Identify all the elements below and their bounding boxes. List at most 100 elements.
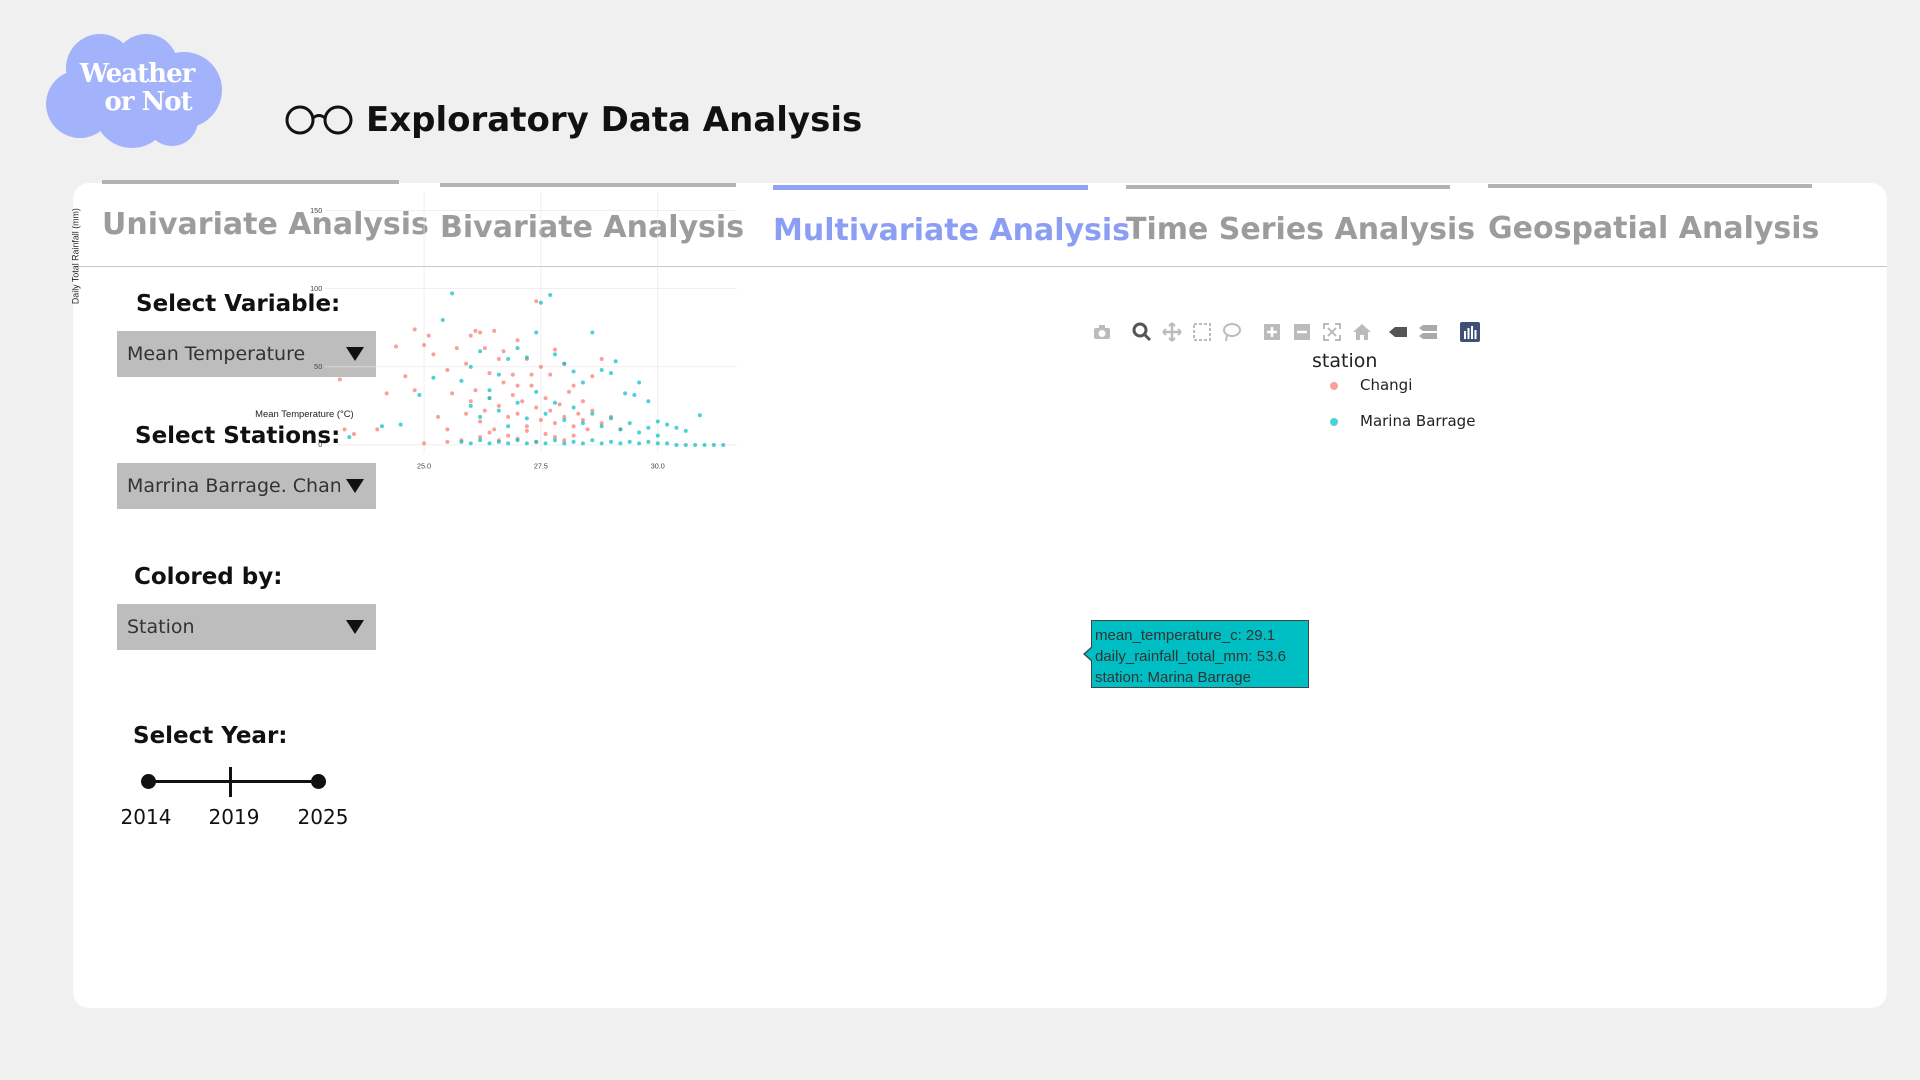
tab-geospatial-analysis[interactable]: Geospatial Analysis (1488, 184, 1819, 246)
scatter-point (590, 330, 595, 335)
scatter-point (487, 396, 492, 401)
caret-down-icon (346, 620, 364, 634)
scatter-point (580, 380, 585, 385)
scatter-point (468, 399, 473, 404)
hover-compare-icon[interactable] (1418, 322, 1438, 342)
scatter-point (590, 374, 595, 379)
tooltip-line: daily_rainfall_total_mm: 53.6 (1095, 648, 1286, 665)
x-axis-title: Mean Temperature (°C) (255, 409, 354, 420)
scatter-point (623, 391, 628, 396)
scatter-point (562, 361, 567, 366)
scatter-point (375, 427, 380, 432)
scatter-point (515, 383, 520, 388)
scatter-point (548, 292, 553, 297)
pan-icon[interactable] (1162, 322, 1182, 342)
scatter-point (534, 405, 539, 410)
tab-label: Multivariate Analysis (773, 213, 1131, 248)
scatter-point (473, 328, 478, 333)
scatter-point (524, 428, 529, 433)
scatter-point (450, 291, 455, 296)
zoom-out-icon[interactable] (1292, 322, 1312, 342)
legend-item-changi[interactable]: Changi (1330, 376, 1412, 394)
select-variable-label: Select Variable: (136, 291, 341, 317)
scatter-point (683, 442, 688, 447)
tab-bivariate-analysis[interactable]: Bivariate Analysis (440, 183, 744, 245)
tab-univariate-analysis[interactable]: Univariate Analysis (102, 180, 429, 242)
scatter-point (431, 352, 436, 357)
autoscale-icon[interactable] (1322, 322, 1342, 342)
scatter-point (534, 389, 539, 394)
scatter-point (426, 333, 431, 338)
scatter-plot[interactable]: 25.0 27.5 30.0 0 50 100 150 Mean Temperature (… (0, 0, 1100, 600)
scatter-point (543, 432, 548, 437)
cloud-icon (46, 34, 222, 148)
scatter-point (566, 389, 571, 394)
scatter-point (571, 433, 576, 438)
scatter-point (576, 411, 581, 416)
year-range-slider[interactable]: 2014 2019 2025 (121, 767, 348, 837)
scatter-point (515, 346, 520, 351)
scatter-point (384, 391, 389, 396)
scatter-point (515, 338, 520, 343)
hover-tooltip: mean_temperature_c: 29.1 daily_rainfall_… (1083, 620, 1309, 688)
scatter-point (665, 441, 670, 446)
scatter-point (562, 417, 567, 422)
select-stations-dropdown[interactable]: Marrina Barrage. Changi (117, 463, 376, 509)
scatter-point (543, 441, 548, 446)
scatter-point (627, 421, 632, 426)
scatter-point (562, 414, 567, 419)
x-tick-label: 25.0 (417, 461, 431, 470)
scatter-point (468, 333, 473, 338)
tab-indicator (440, 183, 736, 187)
plotly-logo-icon[interactable] (1460, 322, 1480, 342)
scatter-point (398, 422, 403, 427)
scatter-point (501, 349, 506, 354)
tab-indicator (1488, 184, 1812, 188)
scatter-point (454, 346, 459, 351)
legend-marker (1330, 418, 1338, 426)
scatter-point (478, 414, 483, 419)
select-variable-value: Mean Temperature (127, 343, 306, 365)
slider-start-handle[interactable] (141, 774, 156, 789)
slider-min-label: 2014 (120, 805, 172, 829)
scatter-point (599, 357, 604, 362)
reset-axes-icon[interactable] (1352, 322, 1372, 342)
scatter-point (599, 421, 604, 426)
scatter-point (496, 408, 501, 413)
slider-end-handle[interactable] (311, 774, 326, 789)
scatter-point (351, 432, 356, 437)
scatter-point (590, 411, 595, 416)
tab-bar: Univariate Analysis Bivariate Analysis M… (73, 180, 1887, 267)
select-stations-label: Select Stations: (135, 423, 341, 449)
box-select-icon[interactable] (1192, 322, 1212, 342)
scatter-point (468, 441, 473, 446)
scatter-point (445, 367, 450, 372)
zoom-icon[interactable] (1132, 322, 1152, 342)
scatter-point (674, 425, 679, 430)
y-tick-label: 150 (310, 206, 322, 215)
tab-time-series-analysis[interactable]: Time Series Analysis (1126, 185, 1475, 247)
legend-item-marina-barrage[interactable]: Marina Barrage (1330, 412, 1475, 430)
logo-line-2: or Not (104, 87, 192, 117)
lasso-select-icon[interactable] (1222, 322, 1242, 342)
scatter-point (492, 328, 497, 333)
colored-by-dropdown[interactable]: Station (117, 604, 376, 650)
scatter-point (487, 388, 492, 393)
scatter-point (702, 442, 707, 447)
zoom-in-icon[interactable] (1262, 322, 1282, 342)
scatter-point (637, 430, 642, 435)
scatter-point (646, 425, 651, 430)
select-variable-dropdown[interactable]: Mean Temperature (117, 331, 376, 377)
tab-indicator (773, 185, 1088, 190)
scatter-point (478, 330, 483, 335)
scatter-point (646, 439, 651, 444)
hover-closest-icon[interactable] (1388, 322, 1408, 342)
scatter-point (422, 342, 427, 347)
scatter-point (548, 408, 553, 413)
x-tick-label: 30.0 (651, 461, 665, 470)
tab-multivariate-analysis[interactable]: Multivariate Analysis (773, 185, 1131, 248)
scatter-point (609, 371, 613, 376)
scatter-point (459, 439, 464, 444)
scatter-point (337, 377, 342, 382)
camera-icon[interactable] (1092, 322, 1112, 342)
